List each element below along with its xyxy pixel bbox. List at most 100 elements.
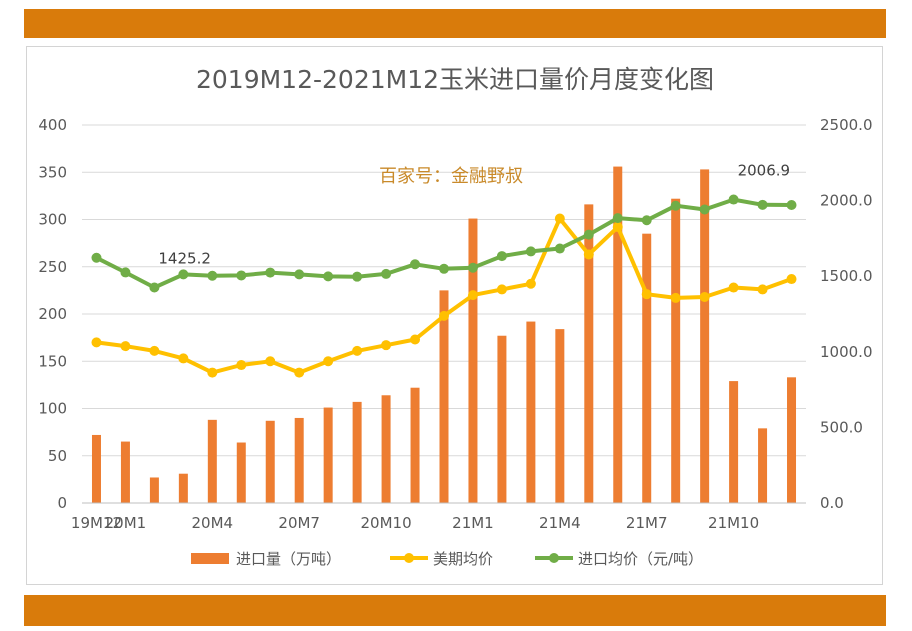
x-tick-label: 19M12 bbox=[71, 514, 122, 532]
us-price-point bbox=[439, 310, 449, 321]
y-axis-right: 0.0 500.0 1000.0 1500.0 2000.0 2500.0 bbox=[820, 116, 873, 512]
import-price-point bbox=[496, 251, 507, 262]
import-price-point bbox=[265, 267, 276, 278]
bar-series bbox=[91, 166, 797, 504]
import-price-point bbox=[641, 215, 652, 226]
bar bbox=[294, 417, 304, 503]
bar bbox=[91, 434, 101, 503]
bar bbox=[352, 401, 362, 503]
bar bbox=[584, 204, 594, 503]
x-tick-label: 20M4 bbox=[192, 514, 234, 532]
us-price-point bbox=[410, 334, 421, 345]
us-price-point bbox=[207, 367, 218, 378]
bar bbox=[497, 335, 507, 503]
legend-label-us-price: 美期均价 bbox=[433, 550, 493, 568]
y-right-tick-label: 1500.0 bbox=[820, 267, 873, 285]
y-right-tick-label: 2000.0 bbox=[820, 192, 873, 210]
import-price-point bbox=[554, 243, 565, 254]
bar bbox=[439, 290, 449, 503]
import-price-line bbox=[95, 197, 792, 290]
bar bbox=[149, 477, 159, 503]
bar bbox=[468, 218, 478, 503]
legend-swatch-us-price-marker bbox=[404, 553, 414, 563]
us-price-point bbox=[670, 292, 681, 303]
data-label: 1425.2 bbox=[158, 250, 211, 268]
y-axis-left: 0 50 100 150 200 250 300 350 400 bbox=[38, 116, 67, 512]
bar bbox=[729, 381, 739, 503]
import-price-point bbox=[670, 200, 681, 211]
x-tick-label: 20M7 bbox=[278, 514, 320, 532]
us-price-point bbox=[294, 367, 305, 378]
us-price-point bbox=[323, 356, 334, 367]
x-tick-label: 21M4 bbox=[539, 514, 581, 532]
y-left-tick-label: 200 bbox=[38, 305, 67, 323]
bar bbox=[120, 441, 130, 503]
legend-swatch-import-price-marker bbox=[549, 553, 559, 563]
y-left-tick-label: 50 bbox=[48, 447, 67, 465]
y-left-tick-label: 250 bbox=[38, 258, 67, 276]
annotations: 1425.2 2006.9 bbox=[158, 162, 790, 268]
import-price-point bbox=[294, 269, 305, 280]
y-left-tick-label: 300 bbox=[38, 211, 67, 229]
us-price-point bbox=[120, 341, 131, 352]
import-price-point bbox=[381, 268, 392, 279]
us-price-point bbox=[352, 345, 363, 356]
bar bbox=[642, 233, 652, 504]
import-price-point bbox=[439, 263, 449, 274]
import-price-point bbox=[91, 252, 102, 263]
y-left-tick-label: 100 bbox=[38, 400, 67, 418]
import-price-point bbox=[323, 271, 334, 282]
bar bbox=[758, 428, 768, 503]
us-price-point bbox=[467, 290, 478, 301]
legend-label-import-price: 进口均价（元/吨） bbox=[578, 550, 703, 568]
import-price-point bbox=[728, 194, 739, 205]
import-price-point bbox=[757, 199, 768, 210]
legend: 进口量（万吨） 美期均价 进口均价（元/吨） bbox=[191, 550, 703, 568]
bar bbox=[381, 395, 391, 503]
import-price-point bbox=[583, 229, 594, 240]
us-price-point bbox=[757, 284, 768, 295]
import-price-point bbox=[178, 269, 189, 280]
bottom-banner bbox=[24, 595, 886, 626]
bar bbox=[671, 198, 681, 503]
y-left-tick-label: 350 bbox=[38, 163, 67, 181]
import-price-point bbox=[699, 204, 710, 215]
us-price-point bbox=[178, 353, 189, 364]
us-price-point bbox=[381, 340, 392, 351]
bar bbox=[323, 407, 333, 503]
import-price-point bbox=[120, 267, 131, 278]
import-price-point bbox=[352, 271, 363, 282]
import-price-point bbox=[525, 246, 536, 257]
us-price-point bbox=[149, 345, 160, 356]
bar bbox=[700, 169, 710, 504]
y-left-tick-label: 0 bbox=[57, 494, 67, 512]
import-price-point bbox=[149, 282, 160, 293]
us-price-point bbox=[265, 356, 276, 367]
us-price-point bbox=[91, 337, 102, 348]
chart-title: 2019M12-2021M12玉米进口量价月度变化图 bbox=[196, 65, 714, 94]
us-price-point bbox=[728, 282, 739, 293]
bar bbox=[236, 442, 246, 503]
bar bbox=[526, 321, 536, 503]
chart-frame bbox=[26, 46, 883, 585]
import-price-point bbox=[236, 270, 247, 281]
us-price-point bbox=[641, 289, 652, 300]
y-right-tick-label: 500.0 bbox=[820, 418, 863, 436]
y-right-tick-label: 0.0 bbox=[820, 494, 844, 512]
us-price-point bbox=[496, 284, 507, 295]
x-tick-label: 21M10 bbox=[708, 514, 759, 532]
us-price-point bbox=[554, 213, 565, 224]
y-right-tick-label: 2500.0 bbox=[820, 116, 873, 134]
data-label: 2006.9 bbox=[738, 162, 791, 180]
bar bbox=[410, 387, 420, 503]
us-price-point bbox=[583, 249, 594, 260]
legend-label-imports: 进口量（万吨） bbox=[236, 550, 341, 568]
y-left-tick-label: 150 bbox=[38, 352, 67, 370]
top-banner bbox=[24, 9, 886, 38]
us-price-point bbox=[236, 360, 247, 371]
import-price-point bbox=[467, 262, 478, 273]
bar bbox=[787, 377, 797, 503]
import-price-point bbox=[207, 270, 218, 281]
x-tick-label: 21M7 bbox=[626, 514, 668, 532]
